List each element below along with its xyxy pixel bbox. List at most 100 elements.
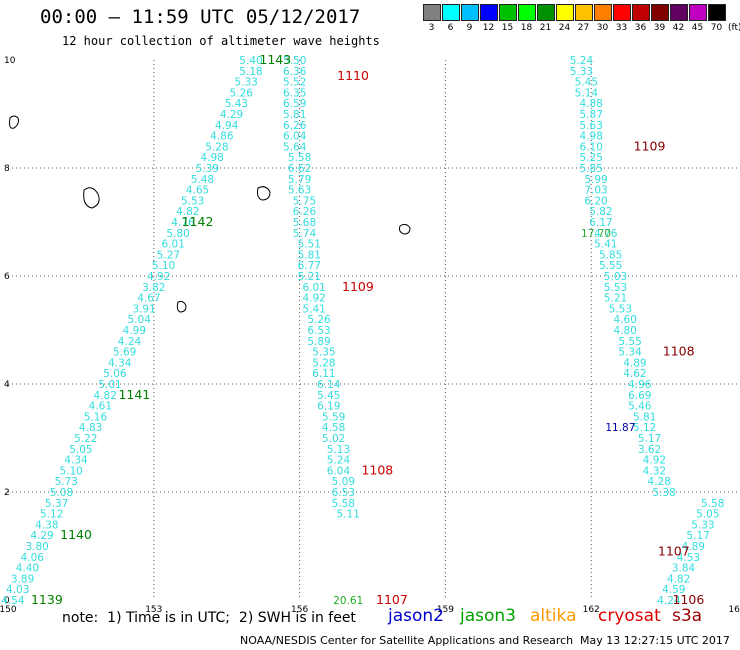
legend-swatch xyxy=(498,4,517,21)
legend-swatch xyxy=(707,4,726,21)
legend-label: 27 xyxy=(577,23,590,33)
wave-height-value: 5.16 xyxy=(84,411,108,423)
pass-number-label: 1139 xyxy=(31,592,63,607)
wave-height-value: 4.38 xyxy=(35,519,58,531)
wave-height-value: 4.53 xyxy=(677,552,700,564)
wave-height-value: 5.99 xyxy=(584,174,607,186)
wave-height-value: 4.24 xyxy=(657,595,681,607)
wave-height-value: 6.04 xyxy=(327,465,351,477)
legend-label: 33 xyxy=(615,23,628,33)
wave-height-value: 5.52 xyxy=(283,77,306,89)
island-outline xyxy=(9,115,19,129)
wave-height-value: 5.26 xyxy=(230,87,254,99)
legend-cell: 24 xyxy=(555,4,574,33)
legend-label: 3 xyxy=(428,23,435,33)
wave-height-value: 5.75 xyxy=(293,195,316,207)
wave-height-value: 5.22 xyxy=(74,433,97,445)
pass-number-label: 1108 xyxy=(663,344,695,359)
wave-height-value: 4.29 xyxy=(30,530,53,542)
wave-height-value: 4.03 xyxy=(6,584,29,596)
pass-number-label: 1107 xyxy=(376,592,408,607)
wave-height-value: 5.05 xyxy=(69,444,92,456)
legend-cell: 39 xyxy=(650,4,669,33)
wave-height-value: 4.61 xyxy=(89,401,112,413)
wave-height-value: 4.86 xyxy=(210,131,234,143)
pass-number-label: 1110 xyxy=(337,68,369,83)
wave-height-value: 11.87 xyxy=(605,422,635,434)
wave-height-value: 5.35 xyxy=(312,347,335,359)
legend-swatch xyxy=(479,4,498,21)
wave-height-value: 4.28 xyxy=(648,476,671,488)
wave-height-value: 3.62 xyxy=(638,444,661,456)
legend-label: 39 xyxy=(653,23,666,33)
legend-unit: (ft) xyxy=(728,23,740,33)
chart-subtitle: 12 hour collection of altimeter wave hei… xyxy=(62,34,380,48)
legend-swatch xyxy=(650,4,669,21)
wave-height-value: 3.82 xyxy=(142,282,165,294)
legend-label: 24 xyxy=(558,23,571,33)
wave-height-value: 5.40 xyxy=(239,55,262,67)
legend-label: 12 xyxy=(482,23,495,33)
wave-height-value: 5.89 xyxy=(307,336,330,348)
pass-number-label: 1143 xyxy=(259,52,291,67)
y-tick-label: 6 xyxy=(4,272,10,282)
wave-height-value: 7.03 xyxy=(584,185,607,197)
wave-height-value: 5.63 xyxy=(288,185,311,197)
wave-height-value: 4.96 xyxy=(628,379,652,391)
wave-height-value: 5.74 xyxy=(293,228,317,240)
legend-cell: 33 xyxy=(612,4,631,33)
wave-height-value: 5.09 xyxy=(332,476,355,488)
wave-height-value: 4.92 xyxy=(147,271,170,283)
wave-height-value: 5.28 xyxy=(205,141,228,153)
wave-height-value: 5.25 xyxy=(580,152,603,164)
wave-height-value: 4.06 xyxy=(21,552,45,564)
wave-height-value: 6.01 xyxy=(302,282,325,294)
wave-height-value: 5.51 xyxy=(298,239,321,251)
legend-swatch xyxy=(688,4,707,21)
wave-height-value: 5.02 xyxy=(322,433,345,445)
wave-height-value: 5.81 xyxy=(298,249,321,261)
legend-cell: 9 xyxy=(460,4,479,33)
wave-height-value: 4.88 xyxy=(580,98,603,110)
wave-height-value: 5.53 xyxy=(604,282,627,294)
wave-height-value: 5.81 xyxy=(633,411,656,423)
wave-height-value: 5.12 xyxy=(633,422,656,434)
wave-height-value: 6.59 xyxy=(283,98,306,110)
x-tick-label: 165 xyxy=(728,605,740,615)
wave-height-value: 5.21 xyxy=(298,271,321,283)
wave-height-value: 6.04 xyxy=(283,131,307,143)
pass-number-label: 1142 xyxy=(182,214,214,229)
wave-height-value: 6.10 xyxy=(580,141,603,153)
wave-height-value: 5.01 xyxy=(98,379,121,391)
wave-height-value: 5.58 xyxy=(288,152,311,164)
wave-height-value: 6.69 xyxy=(628,390,651,402)
wave-height-value: 4.82 xyxy=(176,206,199,218)
x-tick-label: 162 xyxy=(583,605,600,615)
wave-height-value: 5.37 xyxy=(45,498,68,510)
wave-height-value: 5.05 xyxy=(696,509,719,521)
legend-label: 15 xyxy=(501,23,514,33)
satellite-name: jason3 xyxy=(460,606,516,626)
legend-label: 18 xyxy=(520,23,533,33)
wave-height-value: 5.27 xyxy=(157,249,180,261)
wave-height-value: 4.40 xyxy=(16,563,39,575)
wave-height-value: 6.53 xyxy=(307,325,330,337)
wave-height-value: 5.39 xyxy=(196,163,219,175)
wave-height-value: 5.85 xyxy=(599,249,622,261)
chart-title: 00:00 – 11:59 UTC 05/12/2017 xyxy=(40,6,361,28)
wave-height-value: 5.69 xyxy=(113,347,136,359)
y-tick-label: 0 xyxy=(4,596,10,606)
wave-height-value: 4.98 xyxy=(200,152,223,164)
wave-height-value: 6.53 xyxy=(332,487,355,499)
wave-height-value: 4.58 xyxy=(322,422,345,434)
wave-height-value: 4.98 xyxy=(580,131,603,143)
wave-height-value: 5.48 xyxy=(191,174,214,186)
wave-height-value: 6.26 xyxy=(293,206,317,218)
y-tick-label: 10 xyxy=(4,56,16,66)
island-outline xyxy=(257,186,271,201)
legend-label: 30 xyxy=(596,23,609,33)
legend-swatch xyxy=(536,4,555,21)
wave-height-value: 5.41 xyxy=(594,239,617,251)
legend-cell: 18 xyxy=(517,4,536,33)
